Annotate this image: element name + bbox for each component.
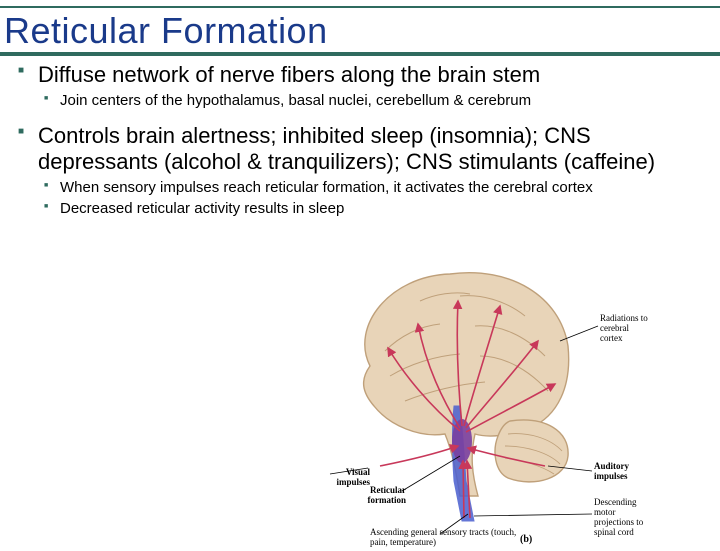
label-visual: Visual impulses [314, 468, 370, 488]
sub-bullet-item: Decreased reticular activity results in … [60, 200, 702, 218]
bullet-text: Diffuse network of nerve fibers along th… [38, 62, 540, 87]
bullet-item: Controls brain alertness; inhibited slee… [38, 123, 702, 228]
bullet-item: Diffuse network of nerve fibers along th… [38, 62, 702, 119]
sub-bullet-item: Join centers of the hypothalamus, basal … [60, 92, 702, 110]
sub-bullet-list: Join centers of the hypothalamus, basal … [38, 88, 702, 119]
brain-diagram: Visual impulses Reticular formation Asce… [310, 256, 650, 546]
sub-bullet-item: When sensory impulses reach reticular fo… [60, 179, 702, 197]
label-radiations: Radiations to cerebral cortex [600, 314, 650, 344]
label-reticular: Reticular formation [346, 486, 406, 506]
sub-bullet-list: When sensory impulses reach reticular fo… [38, 175, 702, 228]
page-title: Reticular Formation [0, 8, 720, 52]
bullet-text: Controls brain alertness; inhibited slee… [38, 123, 655, 174]
label-auditory: Auditory impulses [594, 462, 644, 482]
label-ascending: Ascending general sensory tracts (touch,… [370, 528, 520, 548]
main-bullet-list: Diffuse network of nerve fibers along th… [0, 56, 720, 228]
label-descending: Descending motor projections to spinal c… [594, 498, 650, 538]
